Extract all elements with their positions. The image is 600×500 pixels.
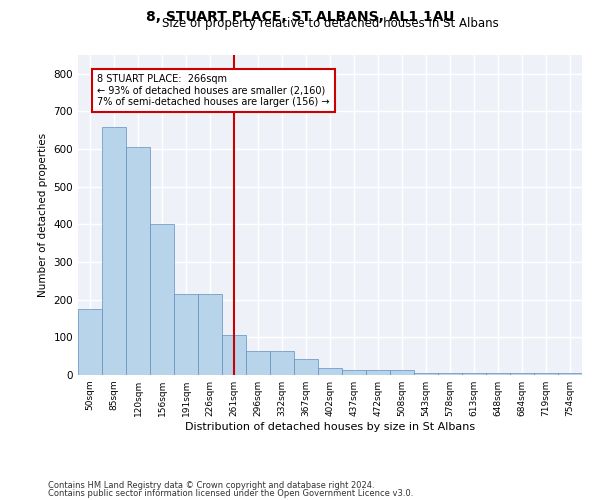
Text: Contains HM Land Registry data © Crown copyright and database right 2024.: Contains HM Land Registry data © Crown c… xyxy=(48,481,374,490)
Bar xyxy=(102,126,126,375)
Bar xyxy=(534,373,558,375)
Bar xyxy=(438,372,462,375)
Bar xyxy=(390,370,414,375)
Bar xyxy=(558,373,582,375)
Bar xyxy=(342,370,366,375)
Y-axis label: Number of detached properties: Number of detached properties xyxy=(38,133,48,297)
X-axis label: Distribution of detached houses by size in St Albans: Distribution of detached houses by size … xyxy=(185,422,475,432)
Bar xyxy=(126,147,150,375)
Bar xyxy=(198,294,222,375)
Bar xyxy=(510,373,534,375)
Bar xyxy=(222,334,246,375)
Bar xyxy=(462,373,486,375)
Bar xyxy=(270,352,294,375)
Text: 8 STUART PLACE:  266sqm
← 93% of detached houses are smaller (2,160)
7% of semi-: 8 STUART PLACE: 266sqm ← 93% of detached… xyxy=(97,74,330,107)
Bar xyxy=(174,294,198,375)
Text: 8, STUART PLACE, ST ALBANS, AL1 1AU: 8, STUART PLACE, ST ALBANS, AL1 1AU xyxy=(146,10,454,24)
Bar xyxy=(318,368,342,375)
Bar xyxy=(294,359,318,375)
Text: Contains public sector information licensed under the Open Government Licence v3: Contains public sector information licen… xyxy=(48,488,413,498)
Bar xyxy=(150,224,174,375)
Bar xyxy=(246,350,270,375)
Title: Size of property relative to detached houses in St Albans: Size of property relative to detached ho… xyxy=(161,17,499,30)
Bar xyxy=(78,309,102,375)
Bar xyxy=(414,372,438,375)
Bar xyxy=(366,370,390,375)
Bar xyxy=(486,373,510,375)
